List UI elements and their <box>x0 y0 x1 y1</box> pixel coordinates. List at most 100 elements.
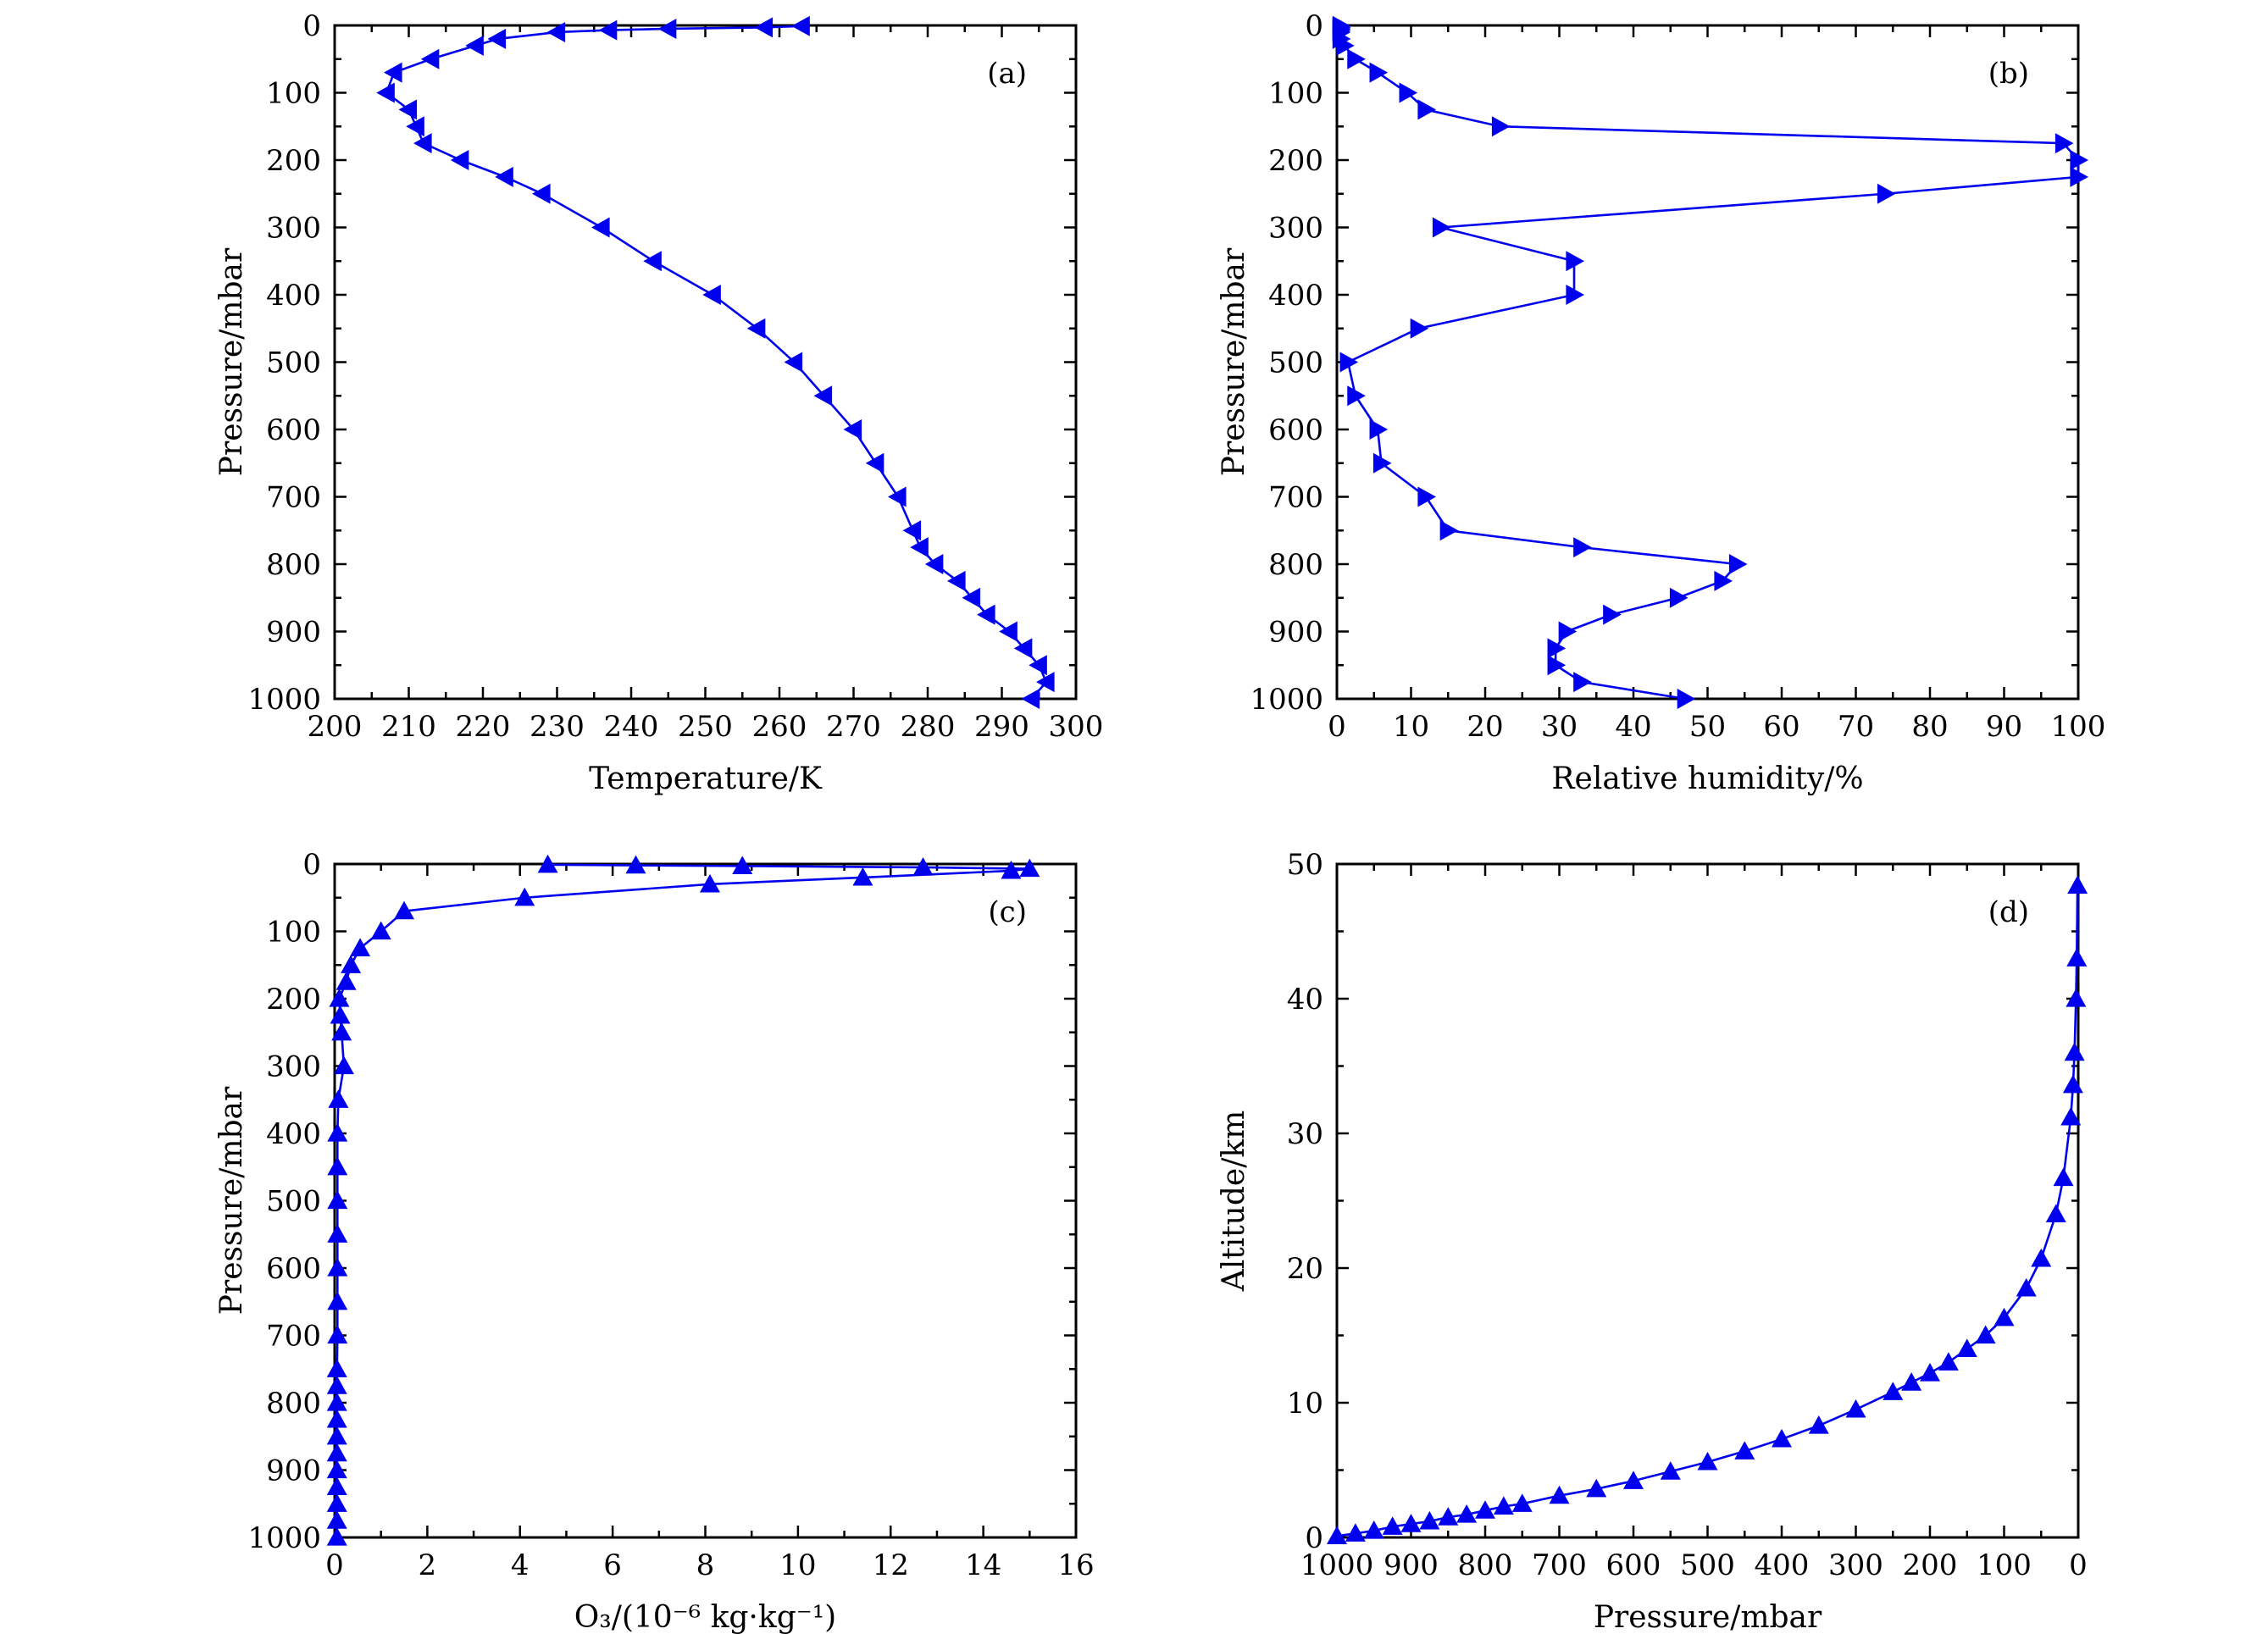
data-point-marker <box>1938 1352 1959 1371</box>
data-point-marker <box>327 1190 348 1210</box>
data-point-marker <box>1021 689 1040 709</box>
x-tick-label: 4 <box>511 1548 530 1582</box>
data-point-marker <box>1339 352 1359 373</box>
x-tick-label: 30 <box>1541 710 1578 744</box>
x-tick-label: 40 <box>1615 710 1651 744</box>
data-point-marker <box>384 62 402 83</box>
x-tick-label: 50 <box>1689 710 1726 744</box>
data-point-marker <box>1714 570 1733 591</box>
x-tick-label: 90 <box>1986 710 2022 744</box>
data-point-marker <box>420 48 440 69</box>
x-tick-label: 290 <box>974 710 1029 744</box>
x-tick-label: 20 <box>1467 710 1503 744</box>
y-tick-label: 100 <box>266 916 321 950</box>
data-point-marker <box>2066 948 2088 967</box>
data-point-marker <box>947 570 966 591</box>
y-tick-label: 300 <box>266 212 321 246</box>
y-tick-label: 600 <box>1268 413 1323 447</box>
series-line <box>1336 885 2079 1537</box>
data-point-marker <box>2060 1106 2082 1126</box>
data-point-marker <box>791 15 810 36</box>
data-point-marker <box>1410 318 1429 339</box>
y-tick-label: 300 <box>1268 212 1323 246</box>
data-point-marker <box>2070 166 2088 187</box>
x-axis-label: Relative humidity/% <box>1551 762 1863 796</box>
data-point-marker <box>1369 62 1389 83</box>
data-point-marker <box>326 1493 347 1512</box>
data-point-marker <box>2045 1204 2066 1222</box>
data-point-marker <box>1660 1461 1681 1480</box>
data-point-marker <box>962 587 981 608</box>
data-point-marker <box>1511 1493 1533 1512</box>
data-point-marker <box>784 352 803 373</box>
data-point-marker <box>865 452 884 474</box>
data-point-marker <box>1417 99 1436 120</box>
data-point-marker <box>394 900 415 920</box>
data-point-marker <box>326 1393 347 1411</box>
y-tick-label: 0 <box>1305 9 1323 43</box>
data-point-marker <box>1697 1451 1718 1471</box>
y-tick-label: 800 <box>266 548 321 582</box>
data-point-marker <box>1382 1516 1403 1535</box>
x-tick-label: 700 <box>1532 1548 1587 1582</box>
x-tick-label: 800 <box>1458 1548 1513 1582</box>
data-point-marker <box>1493 1496 1514 1515</box>
data-point-marker <box>1363 1520 1384 1539</box>
data-point-marker <box>1772 1428 1792 1448</box>
y-tick-label: 400 <box>1268 279 1323 313</box>
y-tick-label: 500 <box>266 1185 321 1219</box>
data-point-marker <box>326 1460 347 1479</box>
data-point-marker <box>326 1527 347 1546</box>
series-line <box>385 25 1048 700</box>
x-tick-label: 300 <box>1828 1548 1883 1582</box>
x-tick-label: 0 <box>2069 1548 2088 1582</box>
data-point-marker <box>2031 1248 2052 1267</box>
x-axis-label: O₃/(10⁻⁶ kg·kg⁻¹) <box>574 1600 836 1634</box>
y-tick-label: 100 <box>266 77 321 111</box>
data-point-marker <box>999 621 1018 642</box>
panel-d: 1000 900 800 700 600 500 400 300 200 100 001020304… <box>1217 848 2088 1634</box>
x-tick-label: 500 <box>1680 1548 1735 1582</box>
data-point-marker <box>625 855 646 874</box>
data-point-marker <box>1573 672 1592 693</box>
panel-b: 0 10 20 30 40 50 60 70 80 90 100010020030040050060… <box>1217 9 2105 796</box>
y-tick-label: 200 <box>1268 144 1323 178</box>
data-point-marker <box>1369 419 1389 440</box>
panel-label: (d) <box>1988 895 2029 929</box>
y-tick-label: 1000 <box>247 1521 321 1555</box>
x-tick-label: 600 <box>1606 1548 1661 1582</box>
x-axis-label: Temperature/K <box>589 762 823 796</box>
data-point-marker <box>1573 537 1592 558</box>
data-point-marker <box>1558 621 1578 642</box>
plot-frame <box>1335 862 2080 1539</box>
x-tick-label: 80 <box>1911 710 1948 744</box>
x-tick-label: 210 <box>381 710 436 744</box>
data-point-marker <box>1547 655 1567 676</box>
data-point-marker <box>977 604 995 625</box>
y-tick-label: 700 <box>266 1320 321 1354</box>
data-point-marker <box>1399 82 1418 103</box>
data-point-marker <box>1994 1307 2015 1327</box>
data-point-marker <box>813 385 833 407</box>
x-tick-label: 10 <box>1393 710 1429 744</box>
x-tick-label: 200 <box>308 710 363 744</box>
data-point-marker <box>330 1005 351 1024</box>
x-tick-label: 10 <box>779 1548 816 1582</box>
data-point-marker <box>1345 1523 1366 1542</box>
data-point-marker <box>852 867 873 886</box>
data-point-marker <box>327 1258 348 1277</box>
y-tick-label: 700 <box>266 481 321 515</box>
data-point-marker <box>754 17 774 38</box>
y-axis-label: Pressure/mbar <box>214 247 249 476</box>
y-tick-label: 800 <box>266 1387 321 1421</box>
data-point-marker <box>398 99 418 120</box>
data-point-marker <box>598 19 618 41</box>
x-tick-label: 6 <box>603 1548 622 1582</box>
data-point-marker <box>1566 251 1584 272</box>
data-point-marker <box>643 251 662 272</box>
x-tick-label: 240 <box>604 710 659 744</box>
x-tick-label: 100 <box>1977 1548 2032 1582</box>
data-point-marker <box>1491 116 1511 137</box>
data-point-marker <box>327 1325 348 1344</box>
data-point-marker <box>335 972 357 990</box>
